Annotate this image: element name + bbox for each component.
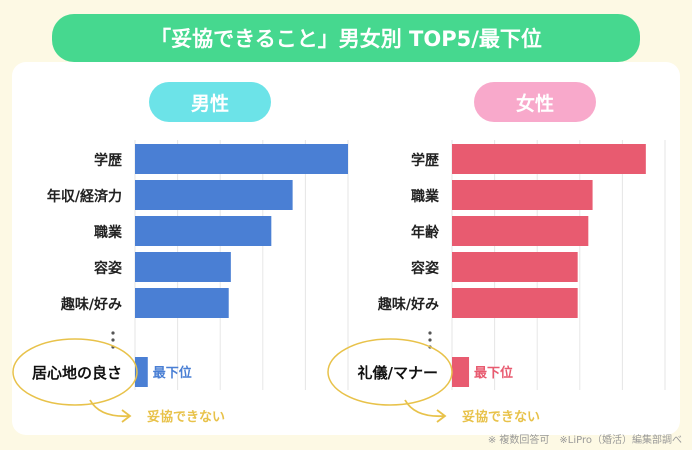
category-label: 年収/経済力	[47, 188, 122, 205]
female-label: 女性	[474, 82, 596, 122]
footnote: ※ 複数回答可 ※LiPro（婚活）編集部調べ	[487, 435, 682, 446]
bottom-category-label: 居心地の良さ	[32, 364, 122, 382]
bar	[135, 252, 231, 282]
bar	[452, 144, 646, 174]
category-label: 容姿	[410, 260, 440, 277]
bar	[135, 144, 348, 174]
category-label: 学歴	[411, 152, 439, 169]
annotation-text: 妥協できない	[147, 409, 225, 425]
bar-bottom	[452, 357, 470, 387]
category-label: 年齢	[411, 224, 440, 241]
category-label: 職業	[411, 188, 440, 205]
chart-card	[12, 62, 680, 435]
ellipsis-dot	[428, 331, 432, 335]
category-label: 学歴	[94, 152, 122, 169]
bar-bottom	[135, 357, 148, 387]
bottom-category-label: 礼儀/マナー	[358, 364, 438, 382]
bar	[135, 216, 272, 246]
chart-title: 「妥協できること」男女別 TOP5/最下位	[52, 14, 640, 62]
bottom-rank-label: 最下位	[474, 365, 513, 381]
bar	[452, 180, 593, 210]
bar	[452, 252, 578, 282]
category-label: 趣味/好み	[377, 296, 439, 313]
bar	[452, 288, 578, 318]
category-label: 職業	[94, 224, 123, 241]
highlight-circle	[12, 338, 138, 406]
category-label: 容姿	[93, 260, 123, 277]
category-label: 趣味/好み	[60, 296, 122, 313]
ellipsis-dot	[111, 331, 115, 335]
arrow-icon	[89, 399, 132, 423]
bar	[452, 216, 589, 246]
arrow-icon	[404, 399, 447, 423]
bar	[135, 288, 229, 318]
highlight-circle	[327, 338, 453, 406]
bar	[135, 180, 293, 210]
bottom-rank-label: 最下位	[153, 365, 192, 381]
ellipsis-dot	[111, 338, 115, 342]
male-label: 男性	[149, 82, 271, 122]
annotation-text: 妥協できない	[462, 409, 540, 425]
ellipsis-dot	[428, 338, 432, 342]
